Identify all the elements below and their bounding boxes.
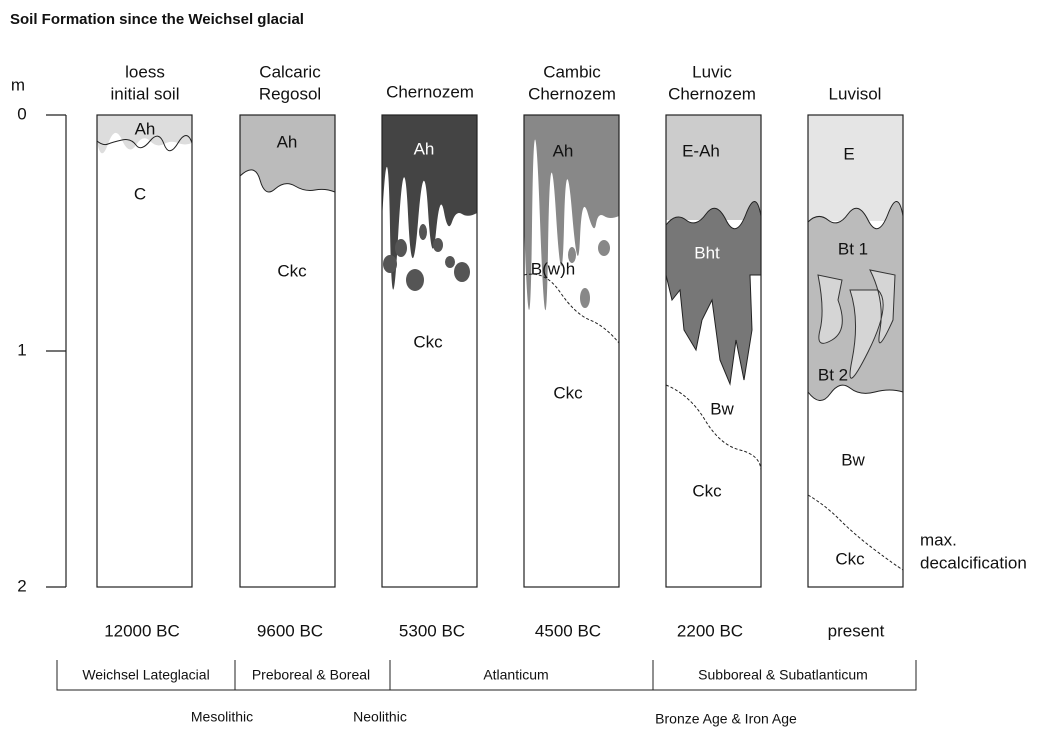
- horizon-label: Ckc: [413, 332, 443, 351]
- horizon-label: Bw: [710, 399, 734, 418]
- column-name: initial soil: [111, 84, 180, 103]
- diagram: Soil Formation since the Weichsel glacia…: [0, 0, 1062, 729]
- horizon-label: Ckc: [835, 549, 865, 568]
- date: 2200 BC: [677, 621, 743, 640]
- column-name: Regosol: [259, 84, 321, 103]
- date: 12000 BC: [104, 621, 180, 640]
- date: 9600 BC: [257, 621, 323, 640]
- axis-unit: m: [11, 75, 25, 94]
- horizon-label: Ckc: [692, 481, 722, 500]
- horizon-label: Ckc: [553, 383, 583, 402]
- culture-label: Bronze Age & Iron Age: [655, 711, 797, 727]
- horizon-label: E: [843, 144, 854, 163]
- period-label: Preboreal & Boreal: [252, 667, 370, 683]
- column-name: Chernozem: [528, 84, 616, 103]
- culture-label: Mesolithic: [191, 709, 253, 725]
- period-label: Weichsel Lateglacial: [82, 667, 209, 683]
- culture-label: Neolithic: [353, 709, 407, 725]
- title: Soil Formation since the Weichsel glacia…: [10, 11, 304, 28]
- horizon-label: Bt 2: [818, 365, 848, 384]
- date: 5300 BC: [399, 621, 465, 640]
- horizon-label: Ah: [553, 141, 574, 160]
- column-name: Cambic: [543, 62, 601, 81]
- column-name: Luvisol: [829, 84, 882, 103]
- horizon-label: Bw: [841, 450, 865, 469]
- date: 4500 BC: [535, 621, 601, 640]
- horizon-label: Ckc: [277, 261, 307, 280]
- annotation: max.: [920, 530, 957, 549]
- axis-tick-label: 0: [17, 104, 26, 123]
- axis-tick-label: 1: [17, 340, 26, 359]
- axis-tick-label: 2: [17, 576, 26, 595]
- horizon-label: B(w)h: [531, 259, 575, 278]
- horizon-label: Ah: [414, 139, 435, 158]
- horizon-label: Ah: [135, 119, 156, 138]
- column-name: loess: [125, 62, 165, 81]
- horizon-label: E-Ah: [682, 141, 720, 160]
- column-name: Calcaric: [259, 62, 321, 81]
- date: present: [828, 621, 885, 640]
- horizon: [808, 115, 903, 221]
- period-label: Atlanticum: [483, 667, 548, 683]
- horizon: [666, 115, 761, 220]
- annotation: decalcification: [920, 553, 1027, 572]
- horizon-label: C: [134, 184, 146, 203]
- column-name: Luvic: [692, 62, 732, 81]
- horizon-label: Ah: [277, 132, 298, 151]
- horizon-label: Bt 1: [838, 239, 868, 258]
- column-name: Chernozem: [386, 82, 474, 101]
- period-label: Subboreal & Subatlanticum: [698, 667, 868, 683]
- horizon-label: Bht: [694, 243, 720, 262]
- column-name: Chernozem: [668, 84, 756, 103]
